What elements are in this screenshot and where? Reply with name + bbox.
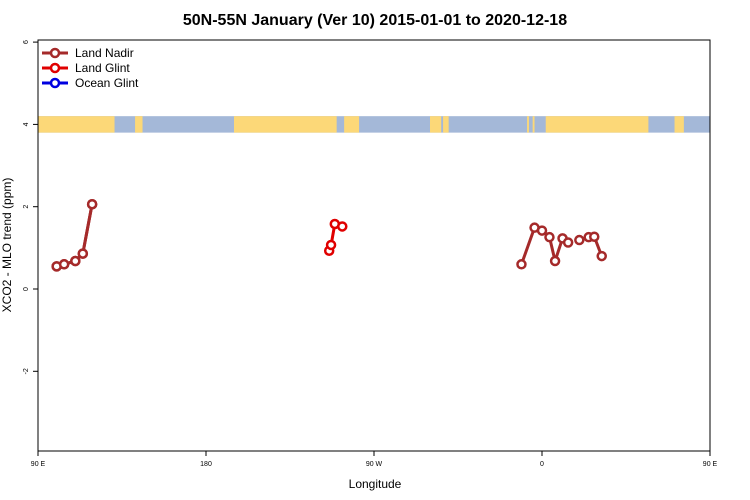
map-strip-land [430, 116, 442, 133]
chart-title: 50N-55N January (Ver 10) 2015-01-01 to 2… [183, 12, 567, 29]
map-strip-land [674, 116, 684, 133]
data-point [77, 248, 89, 259]
data-point [574, 234, 585, 246]
legend-label: Land Nadir [75, 46, 134, 60]
x-axis-label: Longitude [349, 477, 402, 491]
map-strip-land [532, 116, 535, 133]
legend-marker [49, 47, 61, 59]
series-group [51, 198, 607, 272]
data-point [549, 255, 561, 267]
y-axis-ticks: -2 0 2 4 6 [23, 40, 38, 374]
y-tick-label: -2 [23, 368, 30, 374]
map-strip [38, 116, 710, 133]
x-tick-label: 90 W [366, 461, 383, 468]
x-tick-label: 90 E [703, 461, 718, 468]
data-point [596, 250, 607, 262]
x-tick-label: 180 [200, 461, 212, 468]
legend-marker [49, 62, 61, 74]
map-strip-land [443, 116, 449, 133]
data-point [325, 239, 337, 251]
map-strip-ocean [38, 116, 710, 133]
map-strip-land [344, 116, 360, 133]
legend-label: Land Glint [75, 61, 130, 75]
data-point [536, 225, 548, 236]
y-tick-label: 2 [23, 205, 30, 209]
data-point [562, 237, 574, 248]
x-tick-label: 90 E [31, 461, 46, 468]
data-point [337, 221, 348, 232]
data-point [589, 231, 600, 242]
y-tick-label: 4 [23, 122, 30, 126]
plot-frame [37, 39, 711, 452]
map-strip-land [135, 116, 143, 133]
map-strip-land [234, 116, 337, 133]
map-strip-land [527, 116, 529, 133]
data-point [86, 198, 98, 210]
data-point [70, 255, 81, 267]
y-axis-label: XCO2 - MLO trend (ppm) [0, 178, 14, 313]
y-tick-label: 0 [23, 287, 30, 291]
data-point [544, 231, 555, 243]
y-tick-label: 6 [23, 40, 30, 44]
map-strip-land [545, 116, 649, 133]
legend-marker [49, 77, 61, 89]
data-point [516, 259, 527, 270]
x-tick-label: 0 [540, 461, 544, 468]
x-axis-ticks: 90 E 180 90 W 0 90 E [31, 451, 718, 468]
map-strip-land [38, 116, 115, 133]
legend-label: Ocean Glint [75, 76, 139, 90]
data-point [58, 259, 70, 270]
